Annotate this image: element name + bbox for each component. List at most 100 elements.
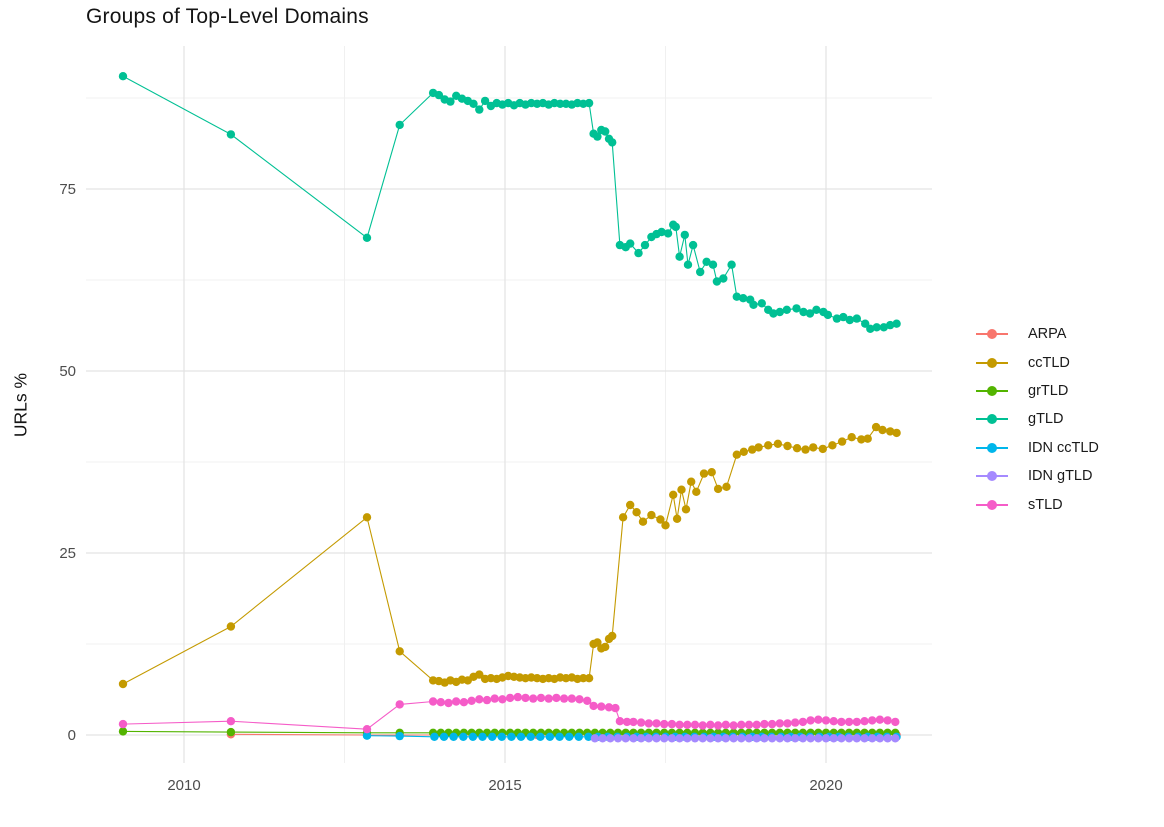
series-ccTLD-point (739, 447, 748, 456)
series-ccTLD-point (837, 437, 847, 446)
series-IDN-ccTLD-point (468, 732, 478, 741)
series-sTLD-point (498, 695, 507, 704)
series-sTLD-point (552, 693, 561, 703)
series-IDN-gTLD-point (744, 734, 754, 743)
series-ccTLD-point (792, 444, 802, 453)
series-sTLD (118, 692, 900, 734)
legend-marker-icon (976, 385, 1008, 397)
series-gTLD-point (680, 230, 689, 240)
series-IDN-ccTLD-point (545, 732, 555, 741)
series-sTLD-point (783, 719, 792, 728)
series-IDN-ccTLD-point (536, 732, 545, 741)
series-ccTLD-point (395, 647, 404, 656)
series-sTLD-point (467, 696, 476, 705)
series-IDN-ccTLD-point (430, 732, 439, 741)
series-sTLD-point (452, 697, 461, 706)
series-ccTLD-point (801, 445, 810, 454)
series-ccTLD-point (647, 510, 656, 520)
series-sTLD-point (690, 720, 700, 729)
series-IDN-gTLD-point (690, 734, 700, 743)
series-sTLD-point (875, 715, 885, 724)
series-sTLD-point (567, 694, 576, 703)
series-IDN-gTLD-point (883, 734, 892, 743)
series-sTLD-point (706, 720, 715, 729)
series-IDN-gTLD-point (713, 734, 723, 743)
legend-item-ARPA: ARPA (976, 320, 1099, 348)
y-tick-label: 0 (68, 727, 76, 744)
series-gTLD-point (727, 260, 736, 269)
series-sTLD-point (636, 718, 646, 727)
series-sTLD-point (395, 700, 404, 709)
series-sTLD-point (459, 698, 469, 707)
series-sTLD-point (713, 721, 723, 730)
series-IDN-ccTLD-point (584, 732, 593, 741)
series-sTLD-point (660, 719, 669, 729)
series-gTLD-point (702, 257, 711, 266)
series-sTLD-point (844, 717, 854, 727)
series-ccTLD-point (593, 638, 602, 647)
series-gTLD-point (675, 252, 684, 261)
series-IDN-ccTLD-point (395, 731, 404, 741)
series-IDN-ccTLD-point (478, 732, 487, 741)
legend-label: grTLD (1028, 382, 1069, 399)
series-ccTLD-point (638, 517, 648, 526)
series-gTLD-point (696, 267, 705, 277)
series-IDN-gTLD-point (675, 734, 684, 743)
series-gTLD-point (892, 319, 901, 328)
series-gTLD-point (671, 222, 680, 232)
series-sTLD-point (698, 721, 707, 730)
series-IDN-gTLD-point (706, 734, 715, 743)
series-sTLD-point (226, 717, 236, 726)
series-sTLD-point (589, 701, 598, 711)
series-gTLD-point (469, 99, 478, 109)
series-sTLD-point (611, 703, 620, 713)
series-ccTLD-line (122, 426, 897, 685)
series-IDN-gTLD-point (598, 734, 607, 743)
series-gTLD-point (626, 239, 635, 248)
series-gTLD-point (775, 307, 784, 317)
series-sTLD-point (814, 715, 823, 724)
series-IDN-gTLD-point (606, 734, 615, 743)
series-sTLD-point (760, 719, 769, 729)
series-gTLD-point (634, 248, 643, 258)
legend-marker-icon (976, 470, 1008, 482)
series-sTLD-point (436, 698, 445, 707)
series-IDN-gTLD-point (721, 734, 730, 743)
axis-tick-labels: 0 25 50 75 2010 2015 2020 (59, 181, 842, 794)
series-gTLD-point (226, 130, 236, 139)
series-gTLD-point (805, 309, 815, 318)
series-sTLD-point (529, 694, 538, 703)
series-sTLD-point (675, 720, 684, 729)
series-gTLD-point (712, 277, 722, 286)
legend-marker-icon (976, 328, 1008, 340)
x-tick-label: 2020 (809, 777, 842, 794)
series-gTLD-point (861, 319, 870, 328)
legend-label: sTLD (1028, 496, 1063, 513)
series-IDN-gTLD-point (891, 734, 900, 743)
series-sTLD-point (513, 692, 522, 702)
series-IDN-gTLD-point (698, 734, 707, 743)
series-IDN-gTLD-point (644, 734, 653, 743)
series-ccTLD-point (699, 469, 709, 478)
series-IDN-gTLD-point (752, 734, 761, 743)
series-sTLD-point (752, 720, 761, 729)
series-sTLD-point (536, 693, 546, 703)
series-IDN-gTLD-point (729, 734, 738, 743)
series-sTLD-point (575, 695, 584, 704)
y-tick-label: 25 (59, 545, 76, 562)
x-tick-label: 2010 (167, 777, 200, 794)
series-sTLD-point (597, 702, 606, 711)
series-sTLD-point (622, 717, 632, 727)
legend-marker-icon (976, 357, 1008, 369)
series-IDN-gTLD-point (868, 734, 877, 743)
series-sTLD-point (821, 716, 831, 725)
series-sTLD-point (444, 698, 453, 708)
series-gTLD-point (118, 72, 128, 81)
series-IDN-gTLD-point (814, 734, 823, 743)
series-IDN-gTLD-point (852, 734, 861, 743)
series-IDN-ccTLD-point (488, 732, 497, 741)
series-ccTLD-point (601, 642, 610, 652)
legend-item-grTLD: grTLD (976, 377, 1099, 405)
grid-major (86, 46, 932, 763)
series-gTLD-point (683, 260, 693, 269)
